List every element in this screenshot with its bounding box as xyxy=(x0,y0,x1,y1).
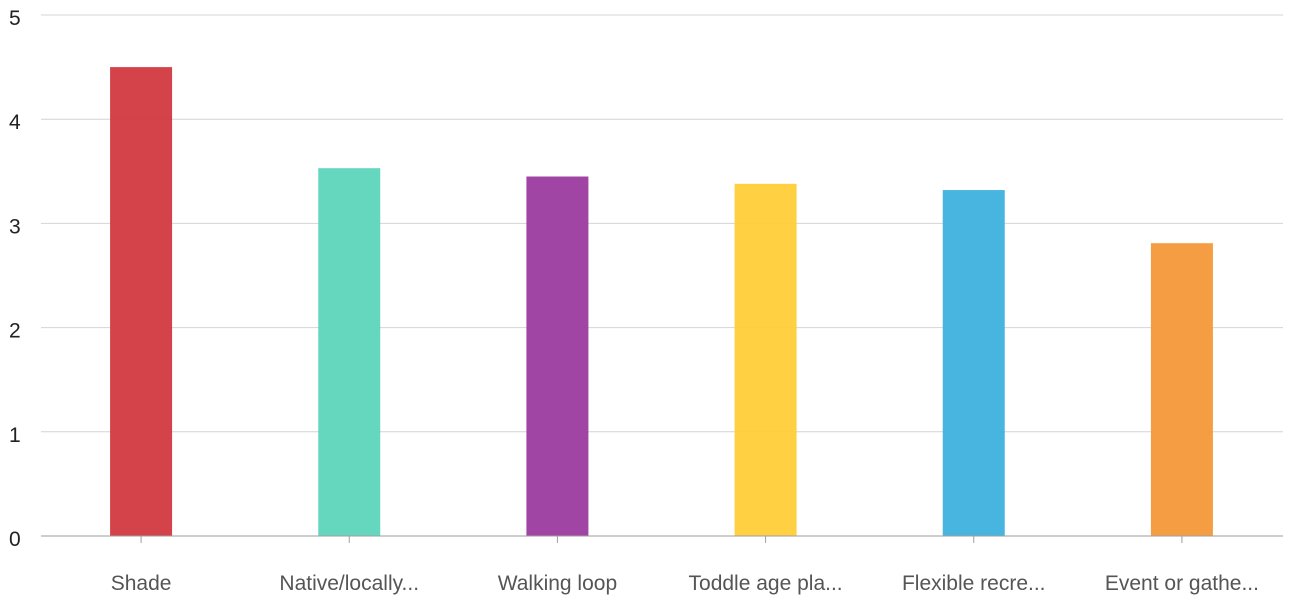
bars xyxy=(110,67,1213,536)
y-tick-label-3: 3 xyxy=(9,215,21,238)
gridlines xyxy=(41,14,1283,433)
x-axis xyxy=(41,535,1283,543)
x-tick-label-2: Walking loop xyxy=(498,572,617,595)
bar-3[interactable] xyxy=(734,183,797,536)
x-tick-label-3: Toddle age pla... xyxy=(689,572,843,595)
y-tick-label-5: 5 xyxy=(9,7,21,30)
y-axis-tick-labels: 0 1 2 3 4 5 xyxy=(9,7,21,551)
x-axis-tick-labels: Shade Native/locally... Walking loop Toddle… xyxy=(111,572,1259,595)
x-tick-label-0: Shade xyxy=(111,572,172,595)
y-tick-label-4: 4 xyxy=(9,111,21,134)
y-tick-label-1: 1 xyxy=(9,424,21,447)
bar-1[interactable] xyxy=(318,168,381,536)
y-tick-label-0: 0 xyxy=(9,528,21,551)
x-tick-label-1: Native/locally... xyxy=(279,572,419,595)
bar-4[interactable] xyxy=(942,190,1005,536)
bar-0[interactable] xyxy=(110,67,173,536)
x-tick-label-4: Flexible recre... xyxy=(902,572,1046,595)
bar-5[interactable] xyxy=(1150,243,1213,536)
bar-2[interactable] xyxy=(526,176,589,536)
y-tick-label-2: 2 xyxy=(9,320,21,343)
x-tick-label-5: Event or gathe... xyxy=(1105,572,1259,595)
